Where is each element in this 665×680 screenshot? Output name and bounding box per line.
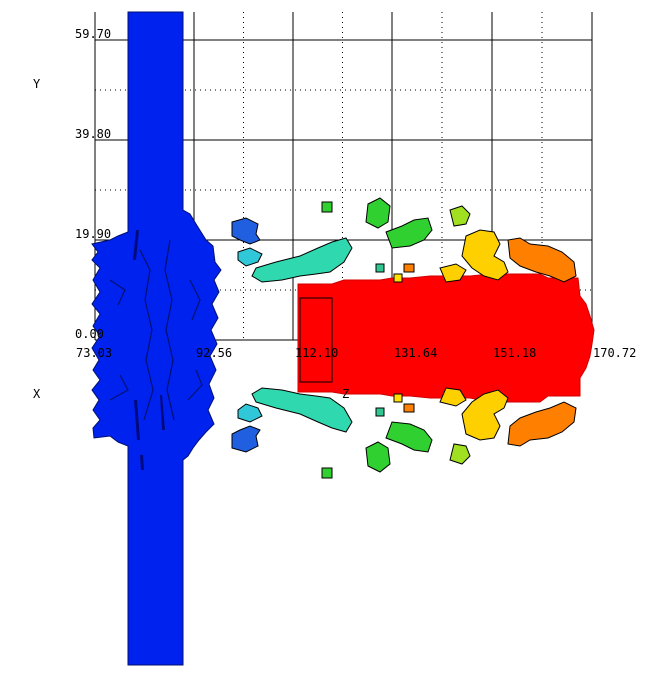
orange-fringe-upper bbox=[507, 237, 577, 283]
speck-orange-lower bbox=[403, 403, 415, 413]
z-axis-box bbox=[299, 297, 333, 383]
blue-streaks bbox=[133, 230, 165, 470]
speck-green-lower bbox=[321, 467, 333, 479]
blob-green-lower-2 bbox=[385, 421, 433, 453]
blob-blue-upper bbox=[231, 217, 261, 245]
blob-yellow-lower-2 bbox=[439, 387, 467, 407]
blob-blue-lower bbox=[231, 425, 261, 453]
blue-texture bbox=[109, 239, 203, 421]
x-tick-112: 112.10 bbox=[295, 346, 338, 360]
x-tick-92: 92.56 bbox=[196, 346, 232, 360]
blob-cyan-upper-2 bbox=[251, 237, 353, 283]
blob-cyan-upper-1 bbox=[237, 247, 263, 267]
orange-fringe-lower bbox=[507, 401, 577, 447]
blob-yellow-upper bbox=[461, 229, 509, 281]
speck-teal-upper bbox=[375, 263, 385, 273]
y-tick-59: 59.70 bbox=[75, 27, 111, 41]
blob-yellow-lower bbox=[461, 389, 509, 441]
x-tick-170: 170.72 bbox=[593, 346, 636, 360]
speck-yellow-lower bbox=[393, 393, 403, 403]
blob-green-lower-1 bbox=[365, 441, 391, 473]
blue-column-bulge bbox=[91, 11, 222, 666]
y-tick-39: 39.80 bbox=[75, 127, 111, 141]
blob-yellow-upper-2 bbox=[439, 263, 467, 283]
speck-yellow-upper bbox=[393, 273, 403, 283]
tick-labels: 59.70 39.80 19.90 0.00 73.03 92.56 112.1… bbox=[75, 27, 636, 360]
x-axis-label: X bbox=[33, 387, 41, 401]
blob-cyan-lower-1 bbox=[237, 403, 263, 423]
blob-lime-lower bbox=[449, 443, 471, 465]
blob-green-upper-1 bbox=[365, 197, 391, 229]
blob-cyan-lower-2 bbox=[251, 387, 353, 433]
y-axis-label: Y bbox=[33, 77, 41, 91]
blob-green-upper-2 bbox=[385, 217, 433, 249]
y-tick-0: 0.00 bbox=[75, 327, 104, 341]
x-tick-73: 73.03 bbox=[76, 346, 112, 360]
speck-teal-lower bbox=[375, 407, 385, 417]
x-tick-151: 151.18 bbox=[493, 346, 536, 360]
x-tick-131: 131.64 bbox=[394, 346, 437, 360]
y-tick-19: 19.90 bbox=[75, 227, 111, 241]
z-axis-label: Z bbox=[342, 387, 349, 401]
blob-lime-upper bbox=[449, 205, 471, 227]
plot-shapes bbox=[91, 11, 595, 666]
red-block bbox=[297, 273, 595, 403]
speck-green-upper bbox=[321, 201, 333, 213]
speck-orange-upper bbox=[403, 263, 415, 273]
